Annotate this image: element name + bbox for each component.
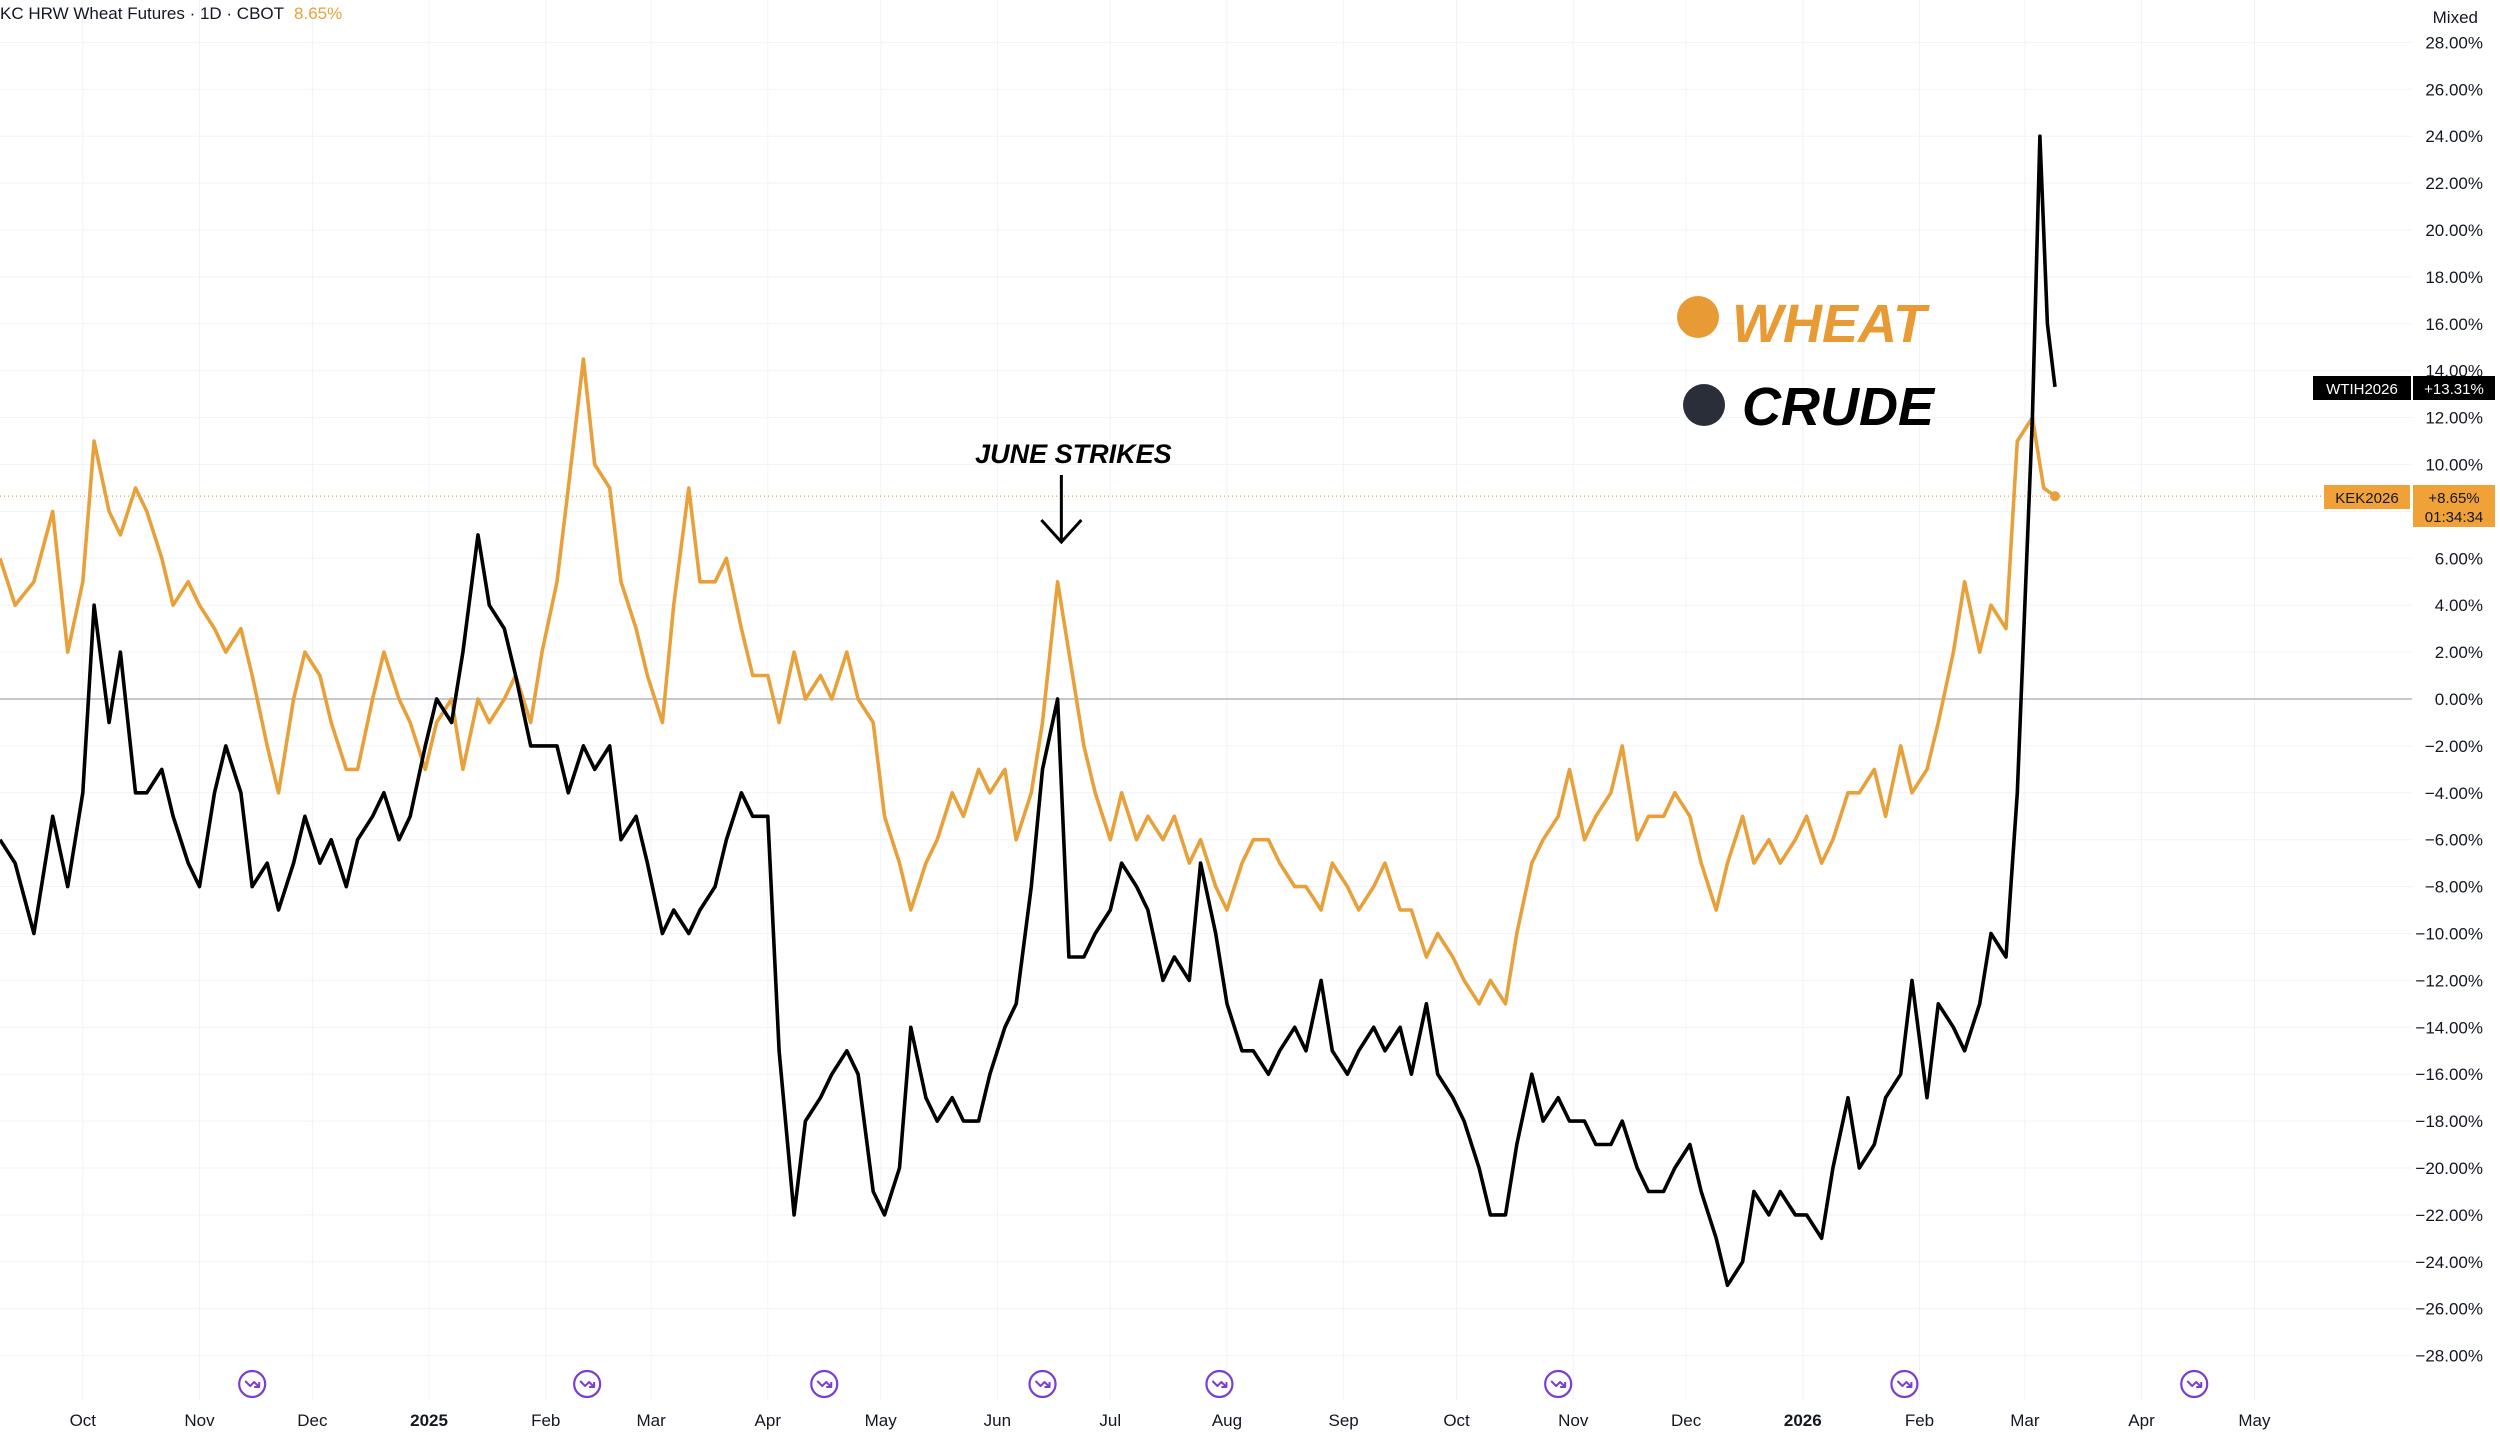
y-tick-label: −2.00%	[2425, 737, 2483, 756]
annotation-label: JUNE STRIKES	[975, 439, 1172, 469]
crude-symbol-box	[2313, 376, 2411, 400]
y-tick-label: 6.00%	[2435, 549, 2483, 568]
june-strikes-annotation: JUNE STRIKES	[975, 439, 1172, 545]
x-tick-label: Feb	[531, 1411, 560, 1430]
y-tick-label: 0.00%	[2435, 690, 2483, 709]
y-tick-label: 28.00%	[2425, 33, 2483, 52]
wheat-series-line	[0, 357, 2057, 1006]
x-tick-label: Jul	[1099, 1411, 1121, 1430]
event-markers	[238, 1369, 2209, 1399]
x-tick-label: Jun	[984, 1411, 1011, 1430]
y-tick-label: 24.00%	[2425, 127, 2483, 146]
y-tick-label: −14.00%	[2415, 1018, 2483, 1037]
y-tick-label: −24.00%	[2415, 1253, 2483, 1272]
x-tick-label: Feb	[1905, 1411, 1934, 1430]
y-tick-label: 12.00%	[2425, 409, 2483, 428]
event-marker-icon[interactable]	[1890, 1369, 1919, 1399]
x-tick-label: 2025	[410, 1411, 448, 1430]
header-change: 8.65%	[294, 4, 343, 23]
y-tick-label: −12.00%	[2415, 971, 2483, 990]
wheat-value-box	[2413, 485, 2495, 527]
x-tick-label: May	[2238, 1411, 2271, 1430]
event-marker-icon[interactable]	[1205, 1369, 1234, 1399]
x-tick-label: Mar	[636, 1411, 666, 1430]
series-group	[0, 134, 2060, 1288]
x-tick-label: Mar	[2010, 1411, 2040, 1430]
y-axis: 28.00% 26.00% 24.00% 22.00% 20.00% 18.00% 16.0…	[2415, 33, 2483, 1365]
x-tick-label: Apr	[2128, 1411, 2155, 1430]
wheat-value: +8.65%	[2428, 490, 2479, 507]
y-tick-label: 16.00%	[2425, 315, 2483, 334]
y-tick-label: −20.00%	[2415, 1159, 2483, 1178]
y-tick-label: 20.00%	[2425, 221, 2483, 240]
x-tick-label: Apr	[755, 1411, 782, 1430]
y-tick-label: −6.00%	[2425, 831, 2483, 850]
y-tick-label: 2.00%	[2435, 643, 2483, 662]
gridlines	[0, 0, 2412, 1400]
y-tick-label: −18.00%	[2415, 1112, 2483, 1131]
event-marker-icon[interactable]	[810, 1369, 839, 1399]
wheat-countdown: 01:34:34	[2425, 509, 2483, 526]
symbol-title: KC HRW Wheat Futures · 1D · CBOT	[0, 4, 285, 23]
wheat-last-point	[2049, 491, 2060, 502]
legend-crude-label: CRUDE	[1742, 377, 1936, 437]
scale-mode-button[interactable]: Mixed	[2432, 8, 2478, 27]
y-tick-label: −4.00%	[2425, 784, 2483, 803]
y-tick-label: 26.00%	[2425, 80, 2483, 99]
y-tick-label: −26.00%	[2415, 1300, 2483, 1319]
y-tick-label: 14.00%	[2425, 362, 2483, 381]
wheat-symbol: KEK2026	[2335, 490, 2398, 507]
wheat-price-label: KEK2026 +8.65% 01:34:34	[2324, 485, 2495, 527]
x-tick-label: Oct	[1443, 1411, 1470, 1430]
y-tick-label: 18.00%	[2425, 268, 2483, 287]
y-tick-label: −22.00%	[2415, 1206, 2483, 1225]
arrow-down-icon	[1040, 475, 1083, 545]
x-tick-label: Dec	[1671, 1411, 1702, 1430]
y-tick-label: −8.00%	[2425, 878, 2483, 897]
event-marker-icon[interactable]	[238, 1369, 267, 1399]
legend-wheat-dot	[1677, 296, 1719, 338]
crude-price-label: WTIH2026 +13.31%	[2313, 376, 2495, 400]
x-tick-label: Nov	[1558, 1411, 1589, 1430]
chart-header: KC HRW Wheat Futures · 1D · CBOT 8.65%	[0, 4, 342, 24]
y-tick-label: 10.00%	[2425, 456, 2483, 475]
crude-symbol: WTIH2026	[2326, 381, 2398, 398]
crude-value-box	[2413, 376, 2495, 400]
event-marker-icon[interactable]	[1028, 1369, 1057, 1399]
event-marker-icon[interactable]	[2180, 1369, 2209, 1399]
y-tick-label: −16.00%	[2415, 1065, 2483, 1084]
y-tick-label: 4.00%	[2435, 596, 2483, 615]
y-tick-label: 22.00%	[2425, 174, 2483, 193]
x-axis: SepOctNovDec2025FebMarAprMayJunJulAugSep…	[70, 1411, 2271, 1430]
legend-wheat-label: WHEAT	[1732, 294, 1930, 354]
legend-crude-dot	[1683, 384, 1725, 426]
wheat-symbol-box	[2324, 485, 2410, 509]
y-tick-label: −10.00%	[2415, 925, 2483, 944]
crude-series-line	[0, 134, 2057, 1288]
legend: WHEAT CRUDE	[1677, 294, 1936, 437]
event-marker-icon[interactable]	[1544, 1369, 1573, 1399]
x-tick-label: Dec	[297, 1411, 328, 1430]
x-tick-label: May	[865, 1411, 898, 1430]
crude-value: +13.31%	[2424, 381, 2484, 398]
x-tick-label: Nov	[184, 1411, 215, 1430]
x-tick-label: 2026	[1784, 1411, 1822, 1430]
x-tick-label: Aug	[1212, 1411, 1242, 1430]
event-marker-icon[interactable]	[573, 1369, 602, 1399]
x-tick-label: Sep	[1329, 1411, 1359, 1430]
y-tick-label: −28.00%	[2415, 1347, 2483, 1366]
x-tick-label: Oct	[70, 1411, 97, 1430]
